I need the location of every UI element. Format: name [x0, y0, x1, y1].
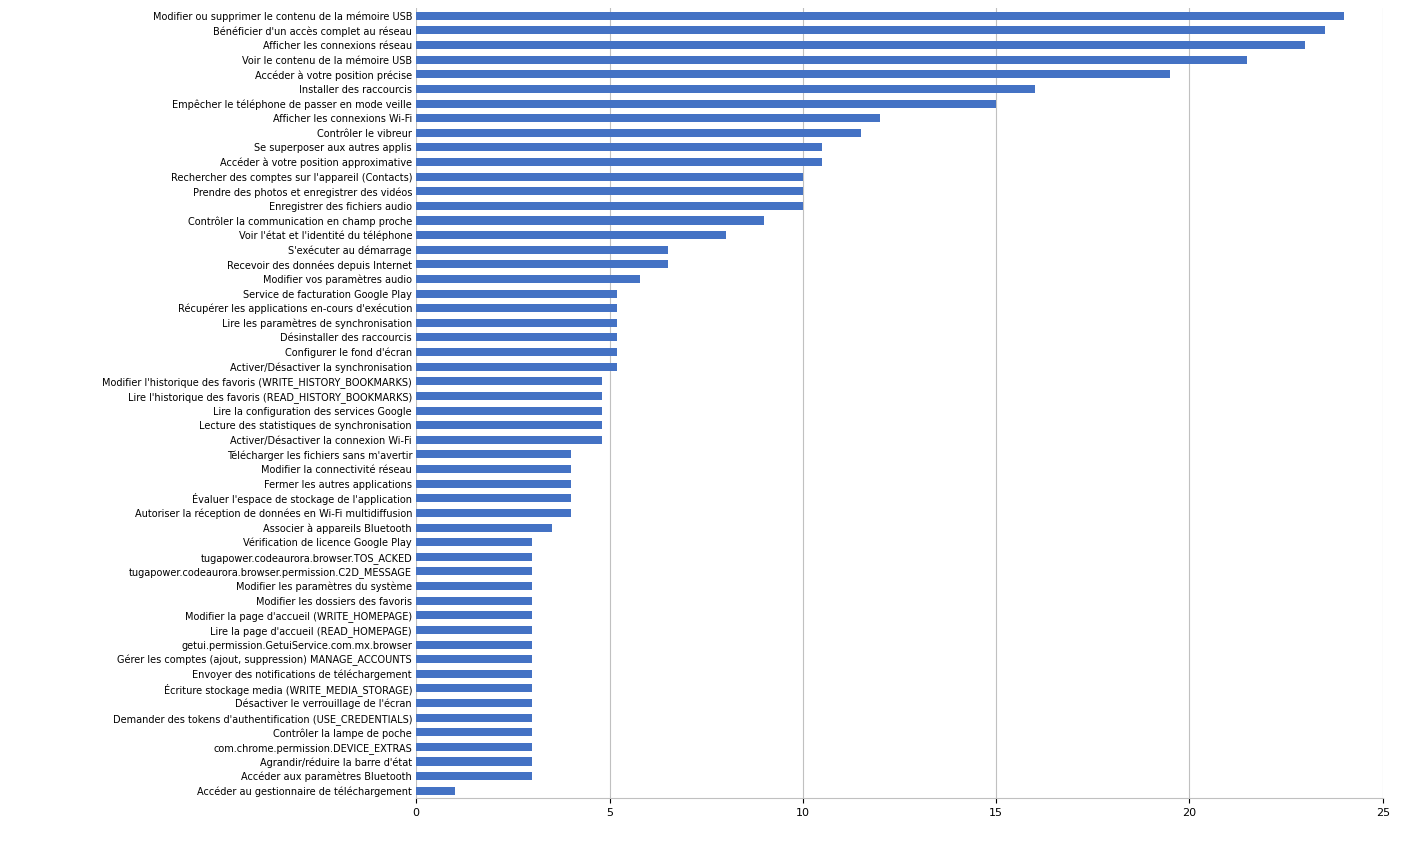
Bar	[416, 451, 571, 458]
Bar	[416, 334, 617, 341]
Bar	[416, 684, 532, 693]
Bar	[416, 524, 552, 531]
Bar	[416, 290, 617, 298]
Bar	[416, 436, 602, 444]
Bar	[416, 480, 571, 487]
Bar	[416, 304, 617, 312]
Bar	[416, 56, 1247, 64]
Bar	[416, 626, 532, 634]
Bar	[416, 538, 532, 546]
Bar	[416, 699, 532, 707]
Bar	[416, 567, 532, 576]
Bar	[416, 597, 532, 604]
Bar	[416, 757, 532, 766]
Bar	[416, 407, 602, 414]
Bar	[416, 655, 532, 663]
Bar	[416, 728, 532, 736]
Bar	[416, 99, 996, 108]
Bar	[416, 363, 617, 371]
Bar	[416, 275, 641, 283]
Bar	[416, 640, 532, 649]
Bar	[416, 129, 861, 137]
Bar	[416, 582, 532, 590]
Bar	[416, 392, 602, 400]
Bar	[416, 377, 602, 385]
Bar	[416, 772, 532, 780]
Bar	[416, 348, 617, 356]
Bar	[416, 70, 1170, 78]
Bar	[416, 143, 823, 151]
Bar	[416, 158, 823, 166]
Bar	[416, 26, 1325, 35]
Bar	[416, 261, 667, 268]
Bar	[416, 41, 1305, 49]
Bar	[416, 85, 1034, 93]
Bar	[416, 509, 571, 517]
Bar	[416, 202, 803, 210]
Bar	[416, 12, 1345, 20]
Bar	[416, 231, 725, 239]
Bar	[416, 172, 803, 181]
Bar	[416, 319, 617, 327]
Bar	[416, 245, 667, 254]
Bar	[416, 216, 765, 224]
Bar	[416, 553, 532, 561]
Bar	[416, 787, 454, 795]
Bar	[416, 714, 532, 722]
Bar	[416, 465, 571, 473]
Bar	[416, 611, 532, 619]
Bar	[416, 670, 532, 678]
Bar	[416, 421, 602, 430]
Bar	[416, 494, 571, 503]
Bar	[416, 114, 880, 122]
Bar	[416, 743, 532, 751]
Bar	[416, 188, 803, 195]
